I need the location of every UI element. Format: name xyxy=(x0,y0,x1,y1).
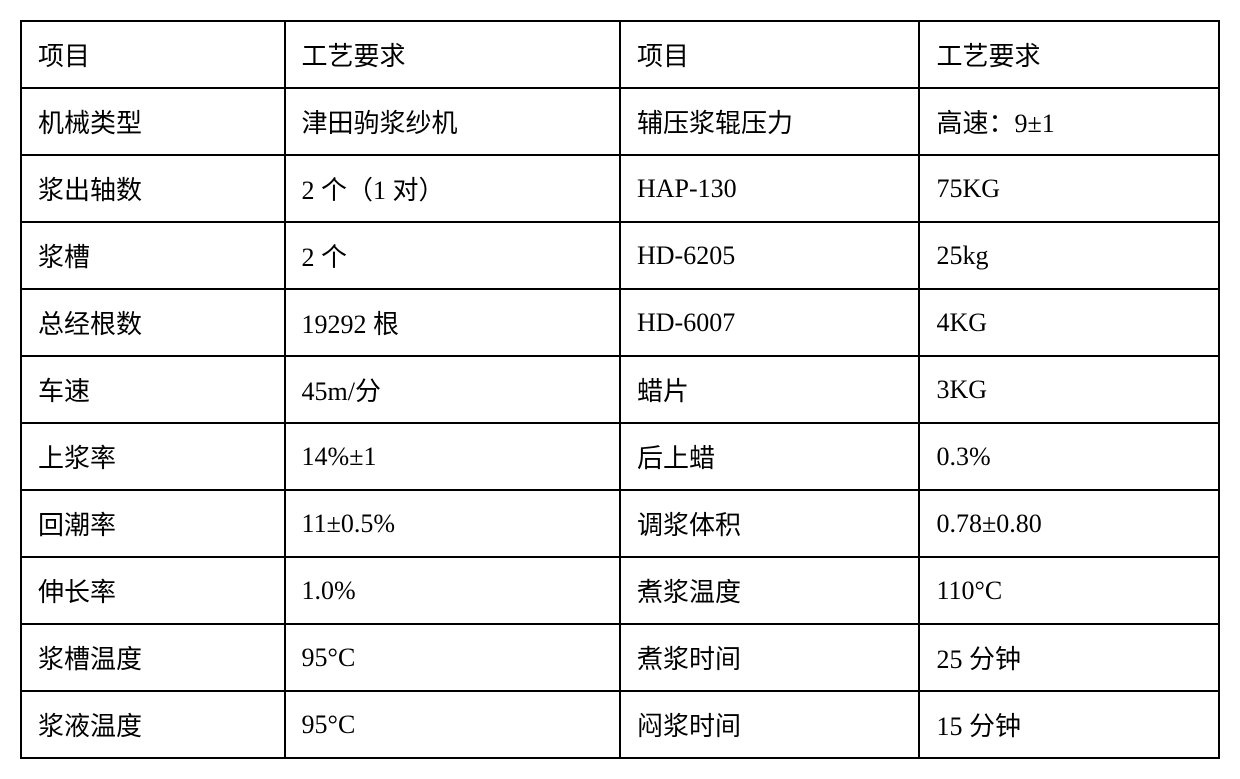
table-cell: 津田驹浆纱机 xyxy=(285,88,620,155)
table-row: 浆槽 2 个 HD-6205 25kg xyxy=(21,222,1219,289)
table-cell: 45m/分 xyxy=(285,356,620,423)
table-cell: 浆液温度 xyxy=(21,691,285,758)
table-body: 项目 工艺要求 项目 工艺要求 机械类型 津田驹浆纱机 辅压浆辊压力 高速：9±… xyxy=(21,21,1219,758)
table-cell: 75KG xyxy=(919,155,1219,222)
table-cell: 辅压浆辊压力 xyxy=(620,88,920,155)
table-row: 回潮率 11±0.5% 调浆体积 0.78±0.80 xyxy=(21,490,1219,557)
table-cell: 工艺要求 xyxy=(285,21,620,88)
table-cell: 后上蜡 xyxy=(620,423,920,490)
table-cell: 3KG xyxy=(919,356,1219,423)
table-cell: 95°C xyxy=(285,691,620,758)
table-row: 浆槽温度 95°C 煮浆时间 25 分钟 xyxy=(21,624,1219,691)
table-row: 伸长率 1.0% 煮浆温度 110°C xyxy=(21,557,1219,624)
table-cell: 项目 xyxy=(21,21,285,88)
table-cell: 0.78±0.80 xyxy=(919,490,1219,557)
table-cell: 4KG xyxy=(919,289,1219,356)
table-cell: 19292 根 xyxy=(285,289,620,356)
table-cell: 25 分钟 xyxy=(919,624,1219,691)
table-cell: 机械类型 xyxy=(21,88,285,155)
table-cell: 高速：9±1 xyxy=(919,88,1219,155)
table-cell: 蜡片 xyxy=(620,356,920,423)
table-cell: 回潮率 xyxy=(21,490,285,557)
table-row: 项目 工艺要求 项目 工艺要求 xyxy=(21,21,1219,88)
table-cell: 工艺要求 xyxy=(919,21,1219,88)
table-cell: 项目 xyxy=(620,21,920,88)
table-cell: 总经根数 xyxy=(21,289,285,356)
table-cell: 0.3% xyxy=(919,423,1219,490)
table-cell: 煮浆温度 xyxy=(620,557,920,624)
table-cell: 15 分钟 xyxy=(919,691,1219,758)
table-cell: 11±0.5% xyxy=(285,490,620,557)
table-cell: 上浆率 xyxy=(21,423,285,490)
table-cell: HAP-130 xyxy=(620,155,920,222)
table-cell: 闷浆时间 xyxy=(620,691,920,758)
table-cell: 95°C xyxy=(285,624,620,691)
table-cell: 车速 xyxy=(21,356,285,423)
table-cell: 伸长率 xyxy=(21,557,285,624)
table-cell: HD-6205 xyxy=(620,222,920,289)
table-row: 机械类型 津田驹浆纱机 辅压浆辊压力 高速：9±1 xyxy=(21,88,1219,155)
table-cell: 14%±1 xyxy=(285,423,620,490)
table-row: 浆液温度 95°C 闷浆时间 15 分钟 xyxy=(21,691,1219,758)
table-cell: 煮浆时间 xyxy=(620,624,920,691)
table-row: 车速 45m/分 蜡片 3KG xyxy=(21,356,1219,423)
table-cell: 110°C xyxy=(919,557,1219,624)
table-cell: 1.0% xyxy=(285,557,620,624)
process-parameters-table-container: 项目 工艺要求 项目 工艺要求 机械类型 津田驹浆纱机 辅压浆辊压力 高速：9±… xyxy=(20,20,1220,759)
table-row: 浆出轴数 2 个（1 对） HAP-130 75KG xyxy=(21,155,1219,222)
table-cell: 浆槽 xyxy=(21,222,285,289)
table-cell: 2 个（1 对） xyxy=(285,155,620,222)
table-cell: 调浆体积 xyxy=(620,490,920,557)
table-cell: HD-6007 xyxy=(620,289,920,356)
table-cell: 浆出轴数 xyxy=(21,155,285,222)
table-cell: 2 个 xyxy=(285,222,620,289)
process-parameters-table: 项目 工艺要求 项目 工艺要求 机械类型 津田驹浆纱机 辅压浆辊压力 高速：9±… xyxy=(20,20,1220,759)
table-cell: 25kg xyxy=(919,222,1219,289)
table-row: 上浆率 14%±1 后上蜡 0.3% xyxy=(21,423,1219,490)
table-row: 总经根数 19292 根 HD-6007 4KG xyxy=(21,289,1219,356)
table-cell: 浆槽温度 xyxy=(21,624,285,691)
